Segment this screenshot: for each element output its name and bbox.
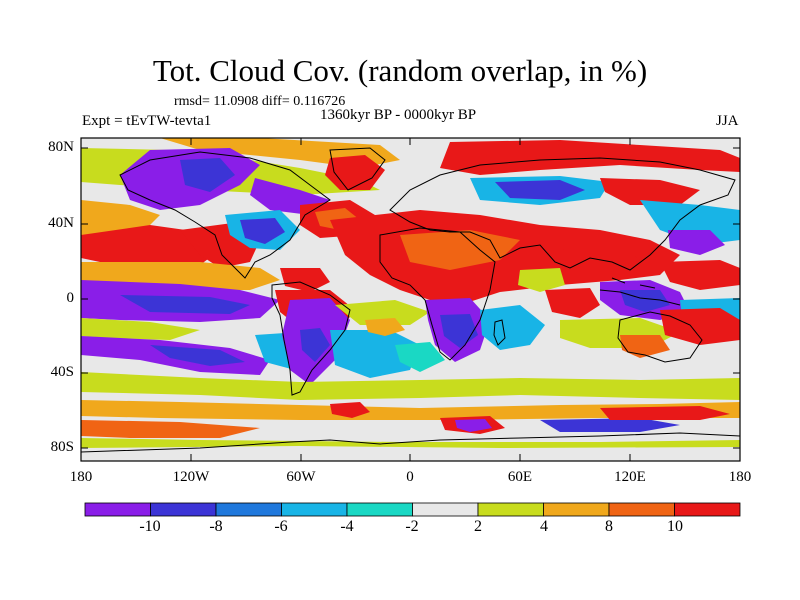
colorbar-label: 8 [605, 518, 613, 535]
field-region [240, 218, 285, 244]
field-region [540, 418, 680, 432]
lat-label: 0 [66, 290, 75, 306]
lat-label: 40S [50, 364, 74, 380]
lon-label: 60E [507, 469, 533, 485]
colorbar-swatch [674, 502, 741, 517]
colorbar-label: -2 [405, 518, 419, 535]
field-region [81, 446, 740, 461]
colorbar-label: 10 [667, 518, 683, 535]
season-label: JJA [716, 113, 739, 129]
field-region [660, 308, 740, 345]
lat-label: 80N [48, 139, 74, 155]
field-region [480, 305, 545, 350]
field-region [495, 180, 585, 200]
lat-ticks [81, 147, 740, 449]
colorbar-swatch [412, 502, 479, 517]
coastlines [81, 147, 740, 453]
lon-label: 60W [286, 469, 316, 485]
field-region [81, 400, 740, 420]
experiment-label: Expt = tEvTW-tevta1 [82, 113, 212, 129]
colorbar-swatch [281, 502, 348, 517]
coastline-africa [379, 227, 496, 361]
colorbar-label: -4 [340, 518, 354, 535]
field-region [330, 330, 420, 378]
coastline-indonesia [599, 277, 681, 306]
colorbar-swatch [543, 502, 610, 517]
colorbar-swatch [84, 502, 151, 517]
field-region [120, 295, 250, 314]
field-region [335, 300, 430, 325]
field-region [365, 318, 405, 336]
colorbar-label: 4 [540, 518, 548, 535]
colorbar-swatch [608, 502, 675, 517]
lat-label: 40N [48, 215, 74, 231]
coastline-greenland [329, 147, 386, 191]
field-region [668, 230, 725, 255]
field-region [81, 372, 740, 400]
field-region [600, 178, 700, 205]
colorbar-label: 2 [474, 518, 482, 535]
coastline-south-america [271, 281, 351, 396]
field-region [560, 240, 640, 272]
colorbar [84, 502, 741, 517]
field-region [660, 260, 740, 290]
coastline-madagascar [493, 319, 506, 346]
colorbar-swatch [215, 502, 282, 517]
field-region [180, 158, 235, 192]
field-region [455, 419, 492, 432]
coastline-north-america [119, 151, 331, 279]
field-region [81, 420, 260, 438]
lon-label: 180 [728, 469, 752, 485]
period-label: 1360kyr BP - 0000kyr BP [320, 107, 477, 123]
colorbar-label: -8 [209, 518, 223, 535]
field-region [325, 155, 385, 190]
colorbar-label: -6 [274, 518, 288, 535]
field-region [300, 328, 330, 362]
map-title: Tot. Cloud Cov. (random overlap, in %) [152, 53, 648, 88]
lon-label: 120E [614, 469, 646, 485]
colorbar-swatch [346, 502, 413, 517]
lon-ticks [80, 138, 741, 461]
field-region [150, 345, 245, 366]
field-region [395, 342, 445, 372]
stats-label: rmsd= 11.0908 diff= 0.116726 [174, 94, 346, 109]
field-region [518, 268, 565, 292]
field-region [440, 140, 740, 175]
coastline-eurasia [389, 157, 736, 271]
coastline-antarctica [81, 432, 740, 453]
colorbar-swatch [477, 502, 544, 517]
lon-label: 120W [172, 469, 210, 485]
field-region [620, 335, 670, 358]
field-region [640, 200, 740, 245]
lat-label: 80S [50, 439, 74, 455]
field-region [280, 268, 330, 292]
colorbar-swatch [150, 502, 217, 517]
anomaly-field [81, 138, 740, 461]
field-region [600, 406, 730, 420]
coastline-australia [617, 311, 703, 363]
colorbar-label: -10 [139, 518, 161, 535]
field-region [330, 402, 370, 418]
lon-label: 0 [406, 469, 414, 485]
lon-label: 180 [69, 469, 93, 485]
field-region [81, 318, 200, 340]
field-region [545, 288, 600, 318]
